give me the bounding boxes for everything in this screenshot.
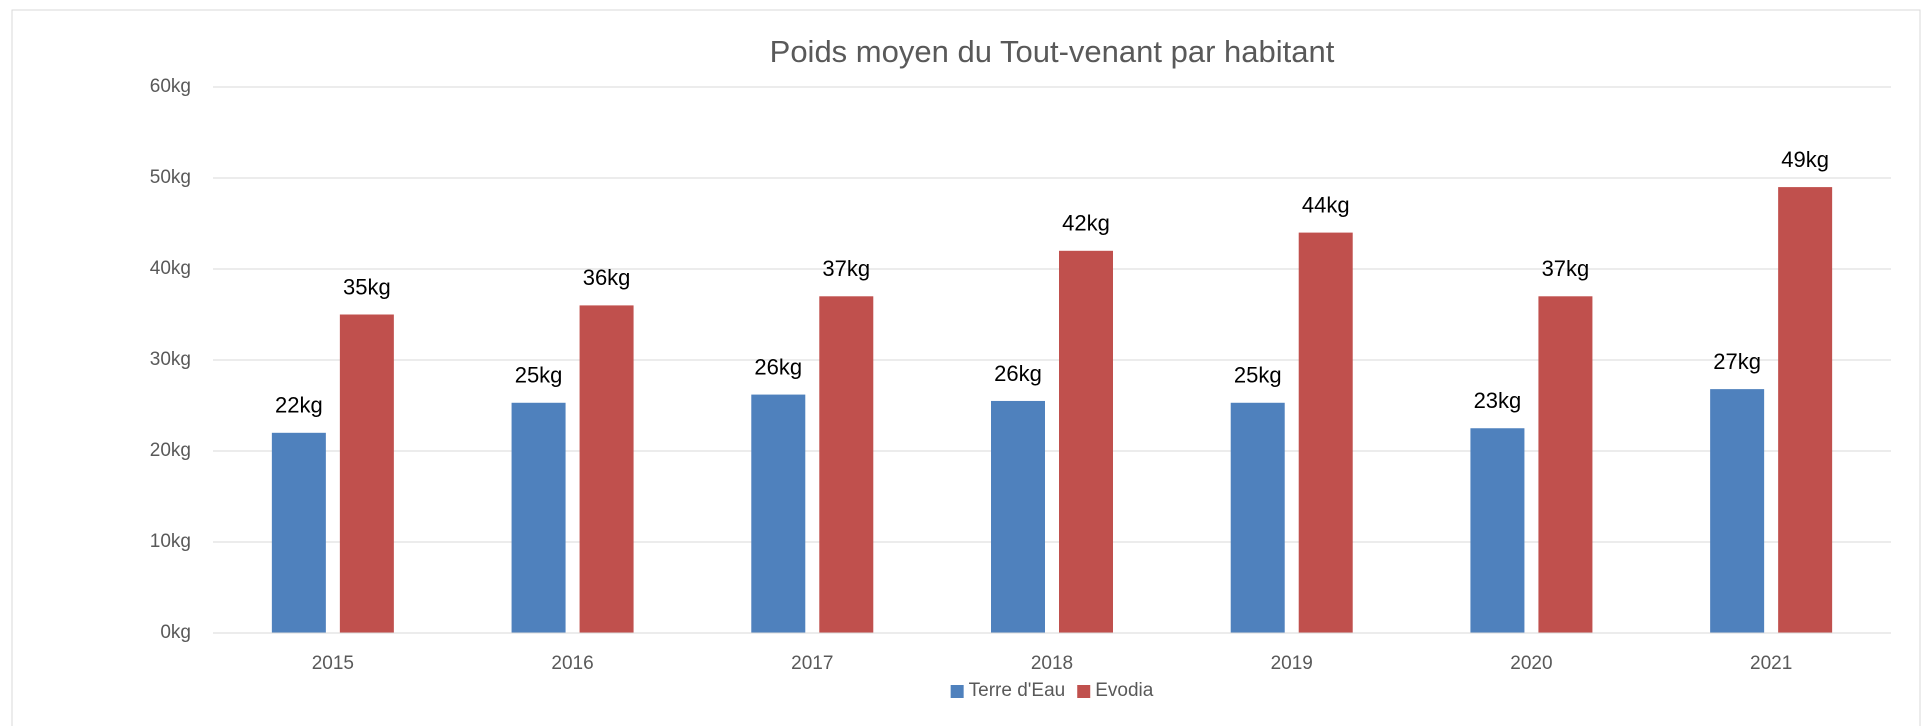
y-tick-label: 0kg: [160, 622, 191, 643]
legend-label: Terre d'Eau: [969, 680, 1066, 701]
bar: [1710, 389, 1765, 633]
data-label: 25kg: [1234, 363, 1282, 388]
bar: [1298, 232, 1353, 633]
bar: [751, 394, 806, 633]
chart-title: Poids moyen du Tout-venant par habitant: [770, 34, 1335, 69]
bar: [511, 402, 566, 633]
y-tick-label: 60kg: [150, 76, 191, 97]
x-tick-label: 2019: [1271, 653, 1313, 674]
bar: [991, 400, 1045, 633]
x-tick-label: 2015: [312, 653, 354, 674]
y-tick-label: 30kg: [150, 349, 191, 370]
bar: [339, 314, 394, 633]
bar: [1230, 402, 1285, 633]
y-tick-label: 50kg: [150, 167, 191, 188]
data-label: 44kg: [1302, 192, 1350, 217]
x-tick-label: 2016: [551, 653, 593, 674]
data-label: 49kg: [1781, 147, 1829, 172]
y-tick-label: 20kg: [150, 440, 191, 461]
legend-label: Evodia: [1095, 680, 1154, 701]
data-label: 26kg: [994, 361, 1042, 386]
data-label: 22kg: [275, 393, 323, 418]
x-tick-label: 2020: [1510, 653, 1552, 674]
data-label: 26kg: [754, 354, 802, 379]
chart-frame: [11, 9, 1921, 726]
data-label: 37kg: [822, 256, 870, 281]
data-label: 42kg: [1062, 211, 1110, 236]
legend-swatch: [1077, 685, 1091, 698]
data-label: 36kg: [583, 265, 631, 290]
data-label: 35kg: [343, 274, 391, 299]
bar: [1538, 296, 1593, 633]
data-label: 27kg: [1713, 349, 1761, 374]
bar: [1778, 187, 1833, 633]
x-tick-label: 2021: [1750, 653, 1792, 674]
legend-swatch: [950, 685, 964, 698]
data-label: 25kg: [515, 363, 563, 388]
y-tick-label: 40kg: [150, 258, 191, 279]
y-tick-label: 10kg: [150, 531, 191, 552]
bar: [271, 432, 326, 633]
bar: [579, 305, 634, 633]
bar: [819, 296, 874, 633]
x-tick-label: 2018: [1031, 653, 1073, 674]
data-label: 37kg: [1542, 256, 1590, 281]
bar: [1059, 250, 1113, 634]
x-tick-label: 2017: [791, 653, 833, 674]
bar: [1470, 428, 1525, 633]
data-label: 23kg: [1474, 388, 1522, 413]
